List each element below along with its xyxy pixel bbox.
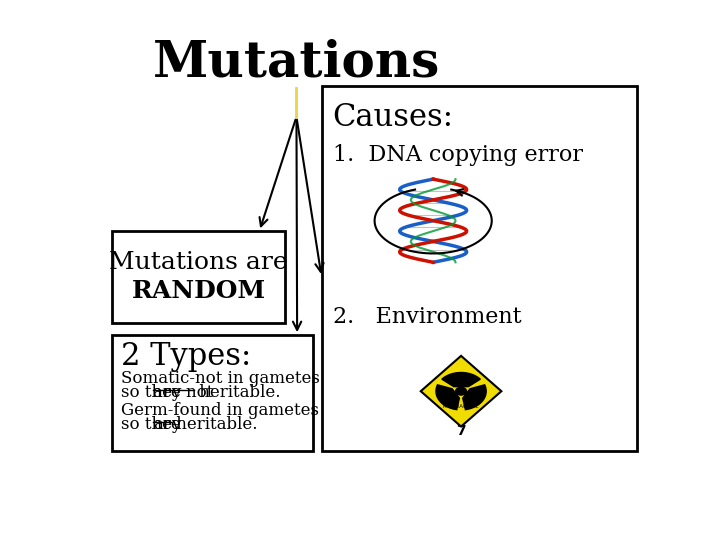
Text: Causes:: Causes: xyxy=(333,102,454,133)
Polygon shape xyxy=(442,373,480,387)
FancyBboxPatch shape xyxy=(112,231,285,322)
Text: RADIOACTIVE: RADIOACTIVE xyxy=(443,403,480,409)
Text: 2 Types:: 2 Types: xyxy=(121,341,251,372)
Polygon shape xyxy=(420,356,501,427)
FancyBboxPatch shape xyxy=(112,335,313,451)
Text: Mutations are: Mutations are xyxy=(109,251,288,274)
Text: Mutations: Mutations xyxy=(153,39,440,87)
Text: are: are xyxy=(153,416,181,433)
Text: Germ-found in gametes: Germ-found in gametes xyxy=(121,402,319,420)
Text: so they: so they xyxy=(121,384,186,401)
Polygon shape xyxy=(463,385,486,410)
Text: so they: so they xyxy=(121,416,186,433)
Circle shape xyxy=(455,387,467,396)
Text: 1.  DNA copying error: 1. DNA copying error xyxy=(333,144,582,166)
Text: RANDOM: RANDOM xyxy=(132,279,266,303)
Text: 7: 7 xyxy=(456,424,466,438)
Text: heritable.: heritable. xyxy=(171,416,258,433)
Text: heritable.: heritable. xyxy=(194,384,280,401)
Text: 2.   Environment: 2. Environment xyxy=(333,306,521,328)
Text: Somatic-not in gametes: Somatic-not in gametes xyxy=(121,370,320,387)
FancyBboxPatch shape xyxy=(322,85,637,451)
Polygon shape xyxy=(436,385,459,410)
Text: are not: are not xyxy=(153,384,213,401)
